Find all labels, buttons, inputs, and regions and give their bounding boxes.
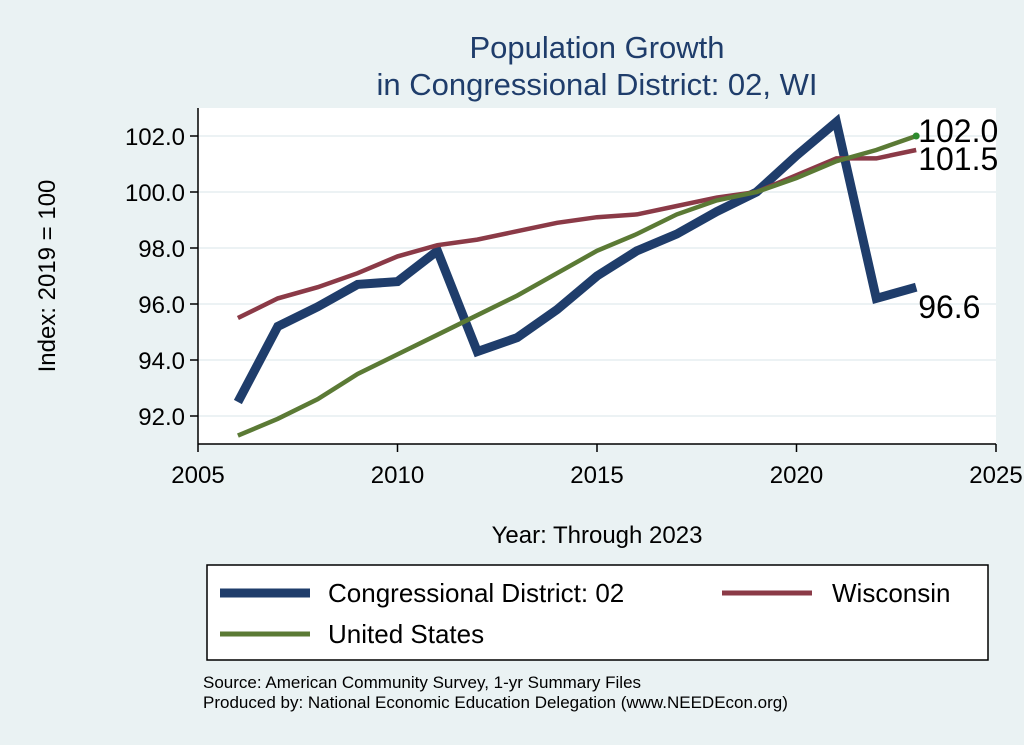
end-label-wisconsin: 101.5	[918, 141, 998, 177]
us-end-point	[912, 132, 920, 140]
series-lines	[233, 113, 920, 438]
source-note: Source: American Community Survey, 1-yr …	[203, 673, 641, 692]
producer-note: Produced by: National Economic Education…	[203, 693, 788, 712]
legend: Congressional District: 02 Wisconsin Uni…	[206, 564, 989, 661]
y-tick-label: 94.0	[138, 348, 185, 375]
y-tick-label: 96.0	[138, 292, 185, 319]
legend-label-district: Congressional District: 02	[328, 578, 624, 608]
end-label-district: 96.6	[918, 289, 980, 325]
y-tick-label: 92.0	[138, 404, 185, 431]
x-tick-label: 2020	[770, 462, 823, 489]
x-tick-label: 2005	[171, 462, 224, 489]
chart-subtitle: in Congressional District: 02, WI	[376, 67, 817, 102]
legend-label-us: United States	[328, 619, 484, 649]
x-axis-label: Year: Through 2023	[492, 522, 703, 549]
legend-label-wisconsin: Wisconsin	[832, 578, 950, 608]
series-line-district	[233, 113, 918, 405]
x-tick-label: 2010	[371, 462, 424, 489]
end-label-us: 102.0	[918, 113, 998, 149]
series-line-wisconsin	[236, 147, 917, 321]
x-tick-label: 2025	[969, 462, 1022, 489]
series-line-us	[237, 133, 917, 438]
chart-title: Population Growth	[469, 30, 724, 65]
x-tick-label: 2015	[570, 462, 623, 489]
y-tick-label: 102.0	[125, 124, 185, 151]
y-tick-label: 100.0	[125, 180, 185, 207]
axes: 92.0 94.0 96.0 98.0 100.0 102.0 2005 2010 2015 20…	[125, 108, 1023, 489]
y-axis-label: Index: 2019 = 100	[34, 180, 61, 373]
y-tick-label: 98.0	[138, 236, 185, 263]
legend-box	[206, 564, 989, 661]
